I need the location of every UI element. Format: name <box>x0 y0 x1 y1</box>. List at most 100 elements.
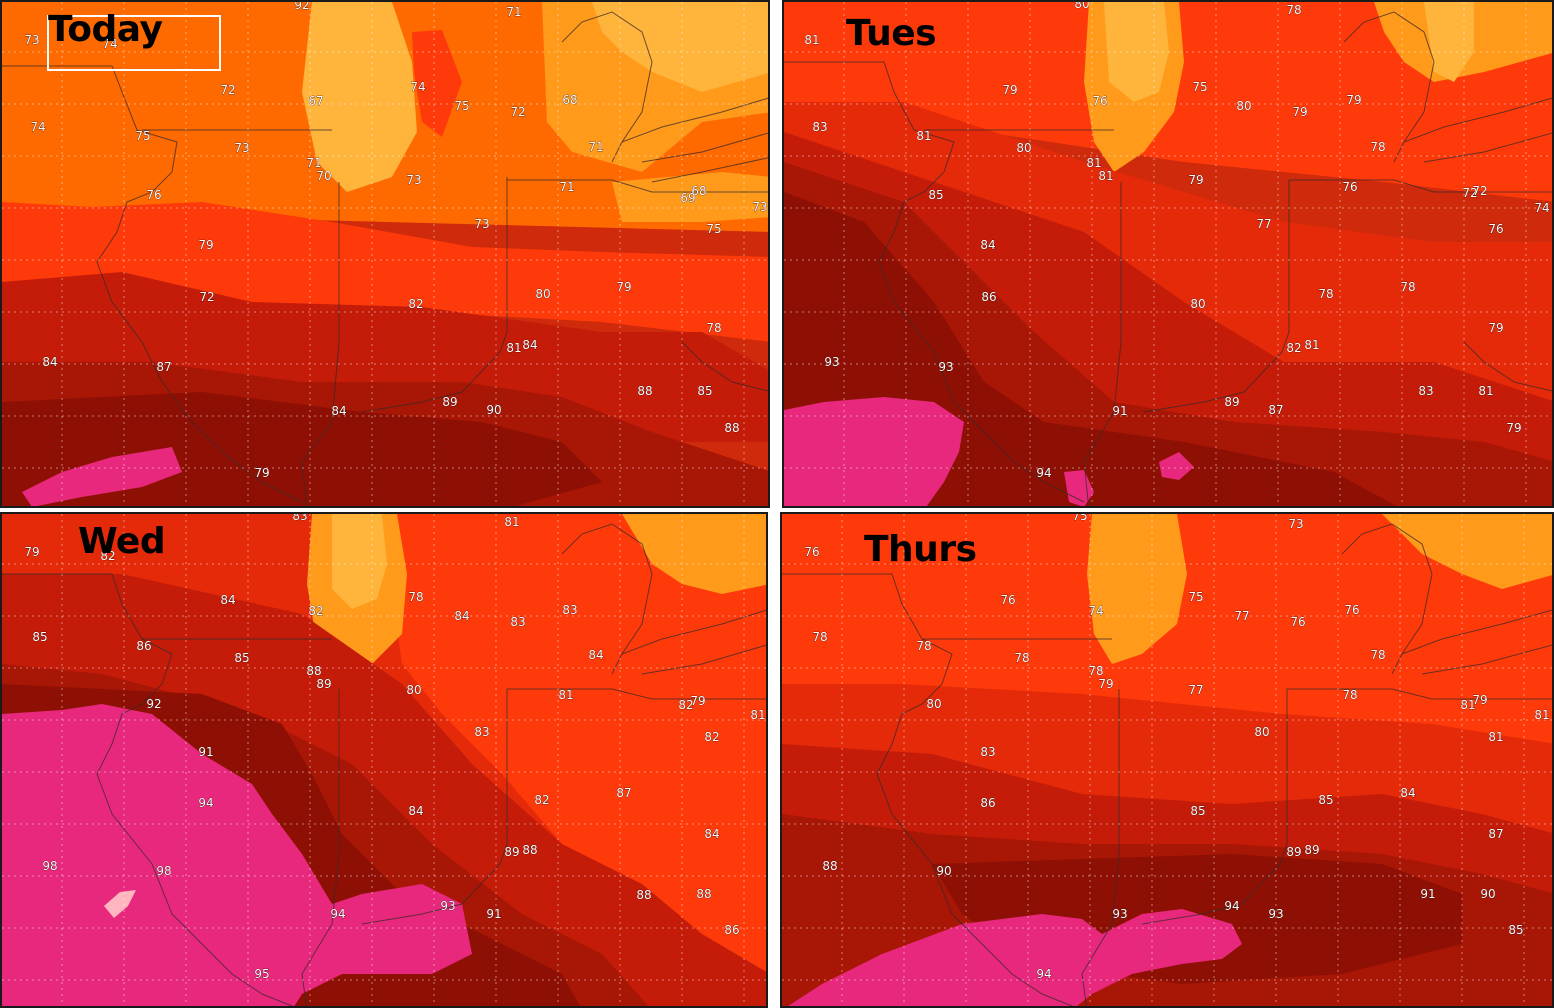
temperature-label: 78 <box>1286 3 1301 17</box>
temperature-label: 93 <box>824 355 839 369</box>
temperature-label: 77 <box>1188 683 1203 697</box>
lat-lon-grid <box>782 514 1552 1006</box>
temperature-label: 75 <box>135 129 150 143</box>
border-line <box>361 177 508 413</box>
temperature-label: 76 <box>804 545 819 559</box>
temperature-label: 80 <box>926 697 941 711</box>
temperature-label: 89 <box>504 845 519 859</box>
temperature-band <box>2 202 768 342</box>
border-line <box>1463 341 1552 392</box>
border-line <box>507 688 766 700</box>
border-line <box>1403 97 1552 143</box>
temperature-label: 88 <box>636 888 651 902</box>
temperature-label: 86 <box>724 923 739 937</box>
temperature-bands <box>782 514 1552 1006</box>
temperature-label: 91 <box>1420 887 1435 901</box>
temperature-label: 79 <box>1346 93 1361 107</box>
temperature-label: 77 <box>1256 217 1271 231</box>
border-line <box>1401 609 1552 655</box>
temperature-label: 89 <box>1304 843 1319 857</box>
border-line <box>2 573 294 1006</box>
temperature-label: 94 <box>198 796 213 810</box>
temperature-label: 74 <box>102 37 117 51</box>
temperature-label: 89 <box>442 395 457 409</box>
temperature-label: 75 <box>454 99 469 113</box>
temperature-label: 76 <box>1344 603 1359 617</box>
temperature-label: 71 <box>306 156 321 170</box>
border-line <box>621 609 766 655</box>
temperature-label: 79 <box>198 238 213 252</box>
temperature-label: 78 <box>1370 140 1385 154</box>
temperature-label: 83 <box>510 615 525 629</box>
temperature-label: 82 <box>704 730 719 744</box>
border-line <box>651 157 768 183</box>
map-panel-thurs: 76 75 73 76 74 75 77 76 76 78 78 78 78 79 77 78 78 81 79 81… <box>780 512 1554 1008</box>
temperature-label: 72 <box>1472 184 1487 198</box>
temperature-label: 81 <box>506 341 521 355</box>
temperature-bands <box>2 2 768 506</box>
temperature-label: 80 <box>1016 141 1031 155</box>
temperature-label: 85 <box>234 651 249 665</box>
temperature-label: 83 <box>562 603 577 617</box>
temperature-label: 80 <box>535 287 550 301</box>
temperature-label: 71 <box>588 140 603 154</box>
temperature-band <box>1424 2 1474 82</box>
temperature-label: 91 <box>198 745 213 759</box>
temperature-label: 87 <box>1268 403 1283 417</box>
temperature-label: 89 <box>316 677 331 691</box>
panel-title-tues: Tues <box>846 13 937 54</box>
temperature-label: 74 <box>1088 604 1103 618</box>
temperature-band <box>1382 514 1552 589</box>
temperature-label: 78 <box>812 630 827 644</box>
temperature-label: 76 <box>1290 615 1305 629</box>
border-line <box>782 573 1074 1006</box>
state-borders <box>784 11 1552 506</box>
temperature-band <box>784 397 964 506</box>
border-line <box>361 689 508 925</box>
temperature-band <box>1104 2 1169 102</box>
temperature-label: 78 <box>1370 648 1385 662</box>
temperature-label: 93 <box>440 899 455 913</box>
temperature-label: 85 <box>32 630 47 644</box>
temperature-label: 93 <box>1112 907 1127 921</box>
lat-lon-grid <box>784 2 1552 506</box>
title-frame <box>47 15 221 71</box>
border-line <box>784 61 1085 503</box>
temperature-label: 72 <box>220 83 235 97</box>
temperature-label: 93 <box>938 360 953 374</box>
temperature-label: 79 <box>1506 421 1521 435</box>
temperature-label: 85 <box>1190 804 1205 818</box>
temperature-label: 78 <box>1014 651 1029 665</box>
temperature-label: 73 <box>1288 517 1303 531</box>
temperature-label: 82 <box>408 297 423 311</box>
temperature-bands <box>784 2 1552 506</box>
temperature-label: 92 <box>294 2 309 12</box>
temperature-label: 69 <box>680 191 695 205</box>
state-borders <box>782 523 1552 1006</box>
border-line <box>1423 132 1552 163</box>
state-borders <box>2 11 768 506</box>
temperature-label: 67 <box>308 94 323 108</box>
temperature-label: 79 <box>1002 83 1017 97</box>
temperature-band <box>412 30 462 137</box>
temperature-label: 73 <box>406 173 421 187</box>
temperature-label: 84 <box>408 804 423 818</box>
temperature-label: 81 <box>750 708 765 722</box>
temperature-label: 88 <box>306 664 321 678</box>
temperature-label: 88 <box>637 384 652 398</box>
temperature-label: 86 <box>136 639 151 653</box>
border-line <box>621 97 768 143</box>
temperature-label: 87 <box>616 786 631 800</box>
temperature-label: 76 <box>1488 222 1503 236</box>
temperature-label: 72 <box>510 105 525 119</box>
map-panel-tues: 81 80 78 79 76 75 80 79 79 83 81 80 81 81 79 78 76 72 72 74… <box>782 0 1554 508</box>
temperature-band <box>2 272 768 442</box>
temperature-label: 82 <box>534 793 549 807</box>
temperature-label: 88 <box>522 843 537 857</box>
temperature-label: 81 <box>504 515 519 529</box>
temperature-label: 76 <box>1092 94 1107 108</box>
temperature-label: 79 <box>1188 173 1203 187</box>
